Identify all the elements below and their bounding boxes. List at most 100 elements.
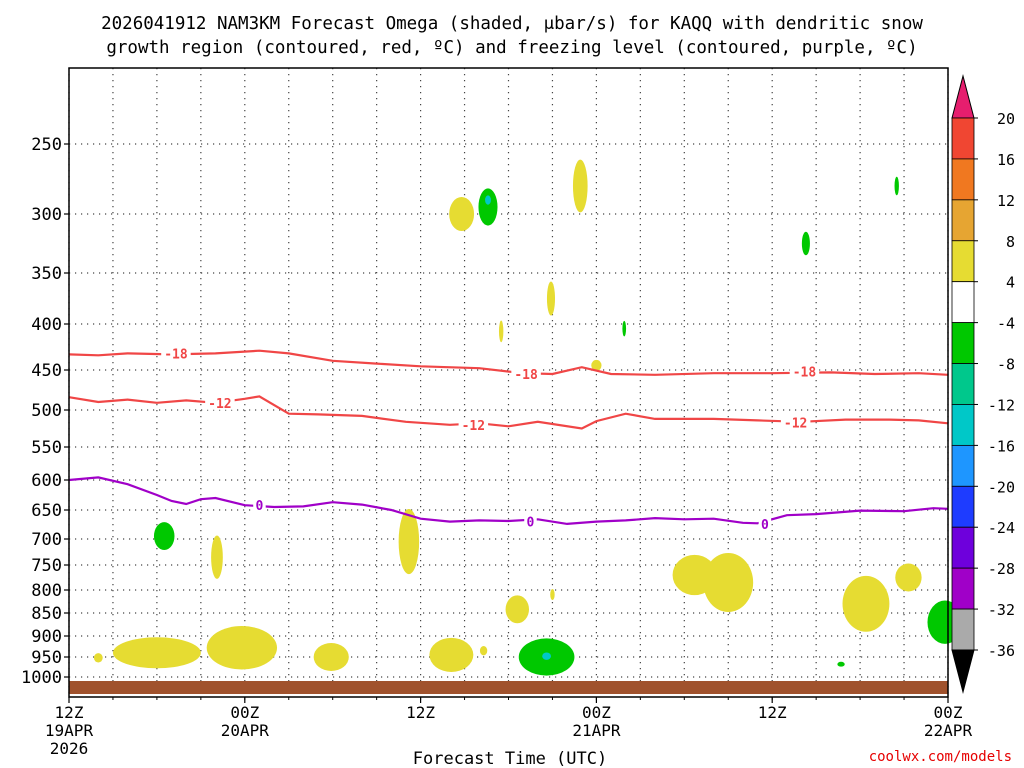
contour-label: 0 <box>761 518 769 533</box>
contour-label: -18 <box>164 347 188 362</box>
contour-label-bg <box>524 514 537 529</box>
contour-line <box>68 476 949 526</box>
omega-region <box>211 535 223 579</box>
x-tick-label: 00Z <box>230 703 259 722</box>
y-tick-label: 800 <box>31 581 62 601</box>
omega-region <box>546 281 556 316</box>
omega-region <box>894 176 899 196</box>
colorbar-label: 12 <box>997 192 1015 210</box>
y-tick-label: 500 <box>31 401 62 421</box>
y-tick-label: 1000 <box>21 668 62 688</box>
y-tick-label: 400 <box>31 315 62 335</box>
omega-region <box>485 195 491 205</box>
omega-region <box>837 661 845 667</box>
x-tick-label: 12Z <box>406 703 435 722</box>
x-tick-label: 00Z <box>582 703 611 722</box>
colorbar-swatch <box>951 117 975 160</box>
omega-region <box>479 646 488 656</box>
colorbar-label: 20 <box>997 110 1015 128</box>
x-tick-label: 19APR <box>45 721 94 740</box>
chart-title-line1: 2026041912 NAM3KM Forecast Omega (shaded… <box>101 14 923 34</box>
omega-region <box>842 575 890 632</box>
x-tick-label: 2026 <box>50 739 89 758</box>
omega-region <box>505 595 530 624</box>
colorbar-label: 16 <box>997 151 1015 169</box>
contour-label-bg <box>458 417 489 432</box>
colorbar-swatch <box>951 240 975 283</box>
contour-label: 0 <box>256 499 264 514</box>
x-tick-label: 22APR <box>924 721 973 740</box>
colorbar-swatch <box>951 567 975 610</box>
contour-label: -12 <box>784 417 807 432</box>
y-tick-label: 300 <box>31 205 62 225</box>
colorbar-label: -20 <box>988 478 1015 496</box>
colorbar-label: -28 <box>988 560 1015 578</box>
colorbar-swatch <box>951 281 975 324</box>
x-tick-label: 12Z <box>758 703 787 722</box>
contour-label: -12 <box>208 397 231 412</box>
contour-label: -18 <box>793 366 817 381</box>
omega-region <box>449 196 475 232</box>
colorbar-bottom-arrow <box>951 649 975 694</box>
chart-title-line2: growth region (contoured, red, ºC) and f… <box>106 38 917 58</box>
colorbar-swatch <box>951 444 975 487</box>
colorbar-swatch <box>951 363 975 405</box>
colorbar-swatch <box>951 158 975 201</box>
omega-region <box>542 652 551 660</box>
y-tick-label: 350 <box>31 264 62 284</box>
y-tick-label: 850 <box>31 604 62 624</box>
contour-label-bg <box>161 346 191 361</box>
y-tick-label: 600 <box>31 471 62 491</box>
omega-region <box>93 653 103 663</box>
y-tick-label: 450 <box>31 361 62 381</box>
y-tick-label: 900 <box>31 627 62 647</box>
colorbar-top-arrow <box>951 74 975 119</box>
y-tick-label: 700 <box>31 530 62 550</box>
credit-text: coolwx.com/models <box>869 749 1012 765</box>
x-tick-label: 12Z <box>55 703 84 722</box>
omega-region <box>622 320 627 337</box>
contour-label-bg <box>789 364 820 379</box>
colorbar-swatch <box>951 322 975 364</box>
contour-label: 0 <box>527 516 535 531</box>
omega-region <box>398 509 420 575</box>
x-tick-label: 00Z <box>934 703 963 722</box>
plot-background <box>69 68 948 697</box>
contour-label: -12 <box>462 419 485 434</box>
colorbar-label: -36 <box>988 642 1015 660</box>
contour-label-bg <box>205 395 235 410</box>
omega-region <box>801 231 810 256</box>
y-tick-label: 550 <box>31 438 62 458</box>
colorbar-swatch <box>951 404 975 446</box>
y-axis: 250 300 350 400 450 500 550 600 650 700 750 800 850 9… <box>21 135 69 688</box>
colorbar: 20 16 12 8 4 -4 -8 -12 -16 -20 -24 -28 -32 -36 <box>951 74 1015 694</box>
omega-region <box>591 359 602 371</box>
colorbar-label: 4 <box>1006 274 1015 292</box>
omega-region <box>895 563 922 592</box>
colorbar-swatch <box>951 485 975 528</box>
omega-region <box>498 320 504 343</box>
colorbar-swatch <box>951 608 975 651</box>
omega-region <box>112 637 201 669</box>
omega-region <box>153 522 175 551</box>
y-tick-label: 750 <box>31 556 62 576</box>
contour-label-bg <box>758 516 772 531</box>
contour-label: -18 <box>514 368 538 383</box>
omega-region <box>550 589 555 601</box>
y-tick-label: 950 <box>31 648 62 668</box>
contour-label-bg <box>253 498 266 513</box>
omega-region <box>572 159 588 213</box>
contour-label-bg <box>511 367 541 381</box>
terrain-strip <box>69 681 948 694</box>
colorbar-label: -12 <box>988 396 1015 414</box>
colorbar-label: -4 <box>997 315 1015 333</box>
colorbar-label: 8 <box>1006 233 1015 251</box>
colorbar-label: -24 <box>988 519 1015 537</box>
colorbar-label: -16 <box>988 437 1015 455</box>
omega-region <box>313 643 349 671</box>
colorbar-swatch <box>951 526 975 569</box>
omega-region <box>429 637 474 672</box>
plot-area: -18 -18 -18 -12 -12 -12 0 0 0 <box>68 67 963 698</box>
